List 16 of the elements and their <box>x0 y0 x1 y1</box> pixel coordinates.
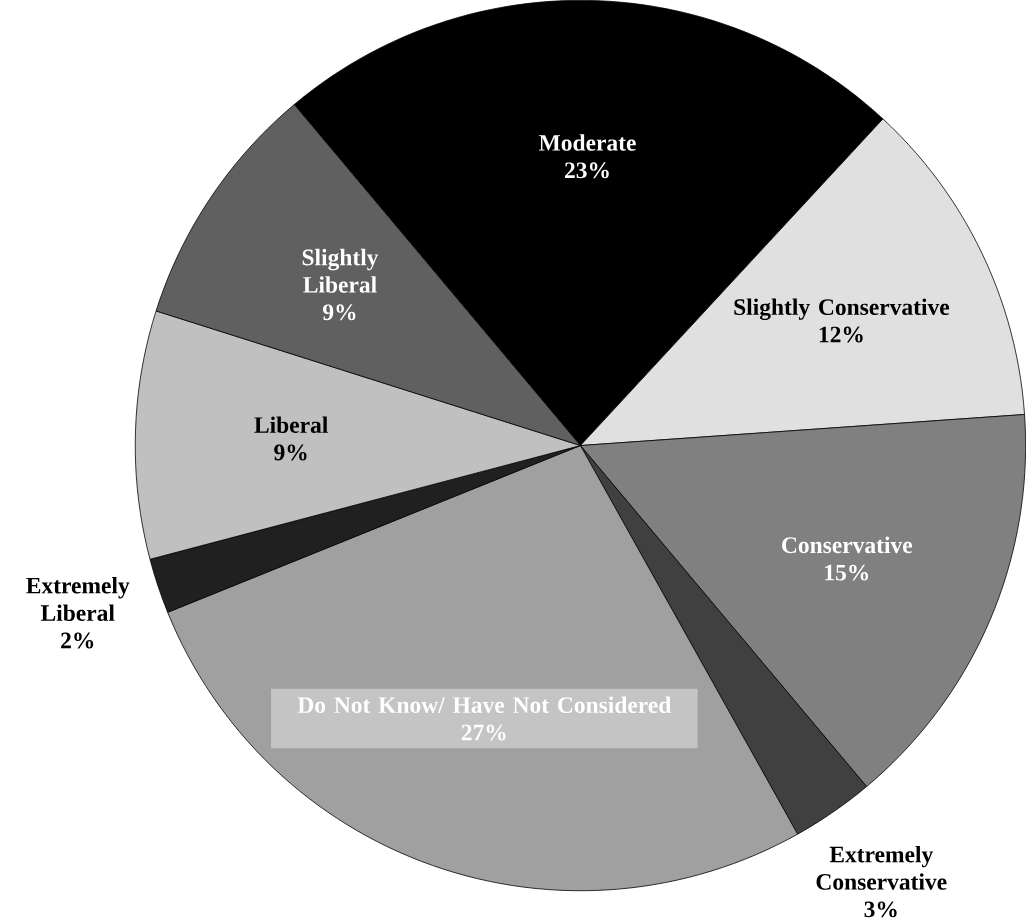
data-label: 23% <box>565 162 609 179</box>
slice-label: Moderate <box>539 134 636 151</box>
slice-label: Extremely Liberal <box>26 577 130 622</box>
data-label: 15% <box>825 564 869 581</box>
data-label: 12% <box>819 326 863 343</box>
data-label: 27% <box>461 724 506 741</box>
data-label: 2% <box>61 632 94 649</box>
slice-label: Slightly Conservative <box>734 298 950 321</box>
slice-label: Slightly Liberal <box>302 249 379 293</box>
data-label: 9% <box>274 444 307 461</box>
data-label: 9% <box>322 304 356 321</box>
slice-label: Liberal <box>254 416 328 434</box>
slice-label: Extremely Conservative <box>816 846 947 890</box>
slice-label: Conservative <box>782 536 913 554</box>
slice-label: Do Not Know/ Have Not Considered <box>297 696 672 714</box>
data-label: 3% <box>864 901 897 918</box>
